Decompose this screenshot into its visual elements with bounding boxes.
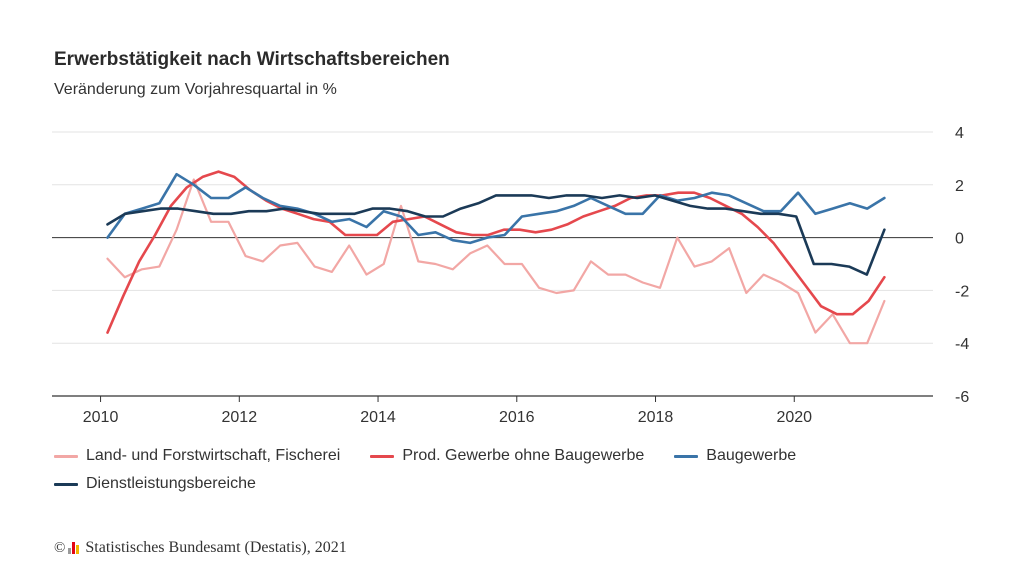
legend-swatch [54, 482, 78, 486]
y-tick-label: 4 [955, 125, 964, 142]
x-tick-label: 2016 [499, 409, 535, 426]
legend-label: Dienstleistungsbereiche [86, 475, 256, 492]
grid-lines [52, 131, 933, 344]
x-tick-label: 2018 [638, 409, 674, 426]
legend-item: Baugewerbe [674, 446, 796, 466]
source-text: Statistisches Bundesamt (Destatis), 2021 [85, 539, 347, 556]
source-note: © Statistisches Bundesamt (Destatis), 20… [54, 539, 347, 557]
legend-item: Prod. Gewerbe ohne Baugewerbe [370, 446, 644, 466]
logo-bar [72, 542, 76, 554]
x-tick-label: 2012 [222, 409, 258, 426]
line-chart: 4 2 0 -2 -4 -6 2010 2012 2014 2016 2018 2020 [52, 125, 970, 426]
y-tick-label: 0 [955, 231, 964, 248]
x-tick-label: 2014 [360, 409, 396, 426]
copyright-symbol: © [54, 539, 66, 556]
legend-label: Prod. Gewerbe ohne Baugewerbe [402, 447, 645, 464]
legend-item: Land- und Forstwirtschaft, Fischerei [54, 446, 340, 466]
chart-title: Erwerbstätigkeit nach Wirtschaftsbereich… [54, 49, 450, 70]
y-tick-label: -4 [955, 336, 969, 353]
legend: Land- und Forstwirtschaft, Fischerei Prod… [54, 446, 934, 494]
legend-swatch [674, 454, 699, 458]
y-tick-label: -2 [955, 283, 969, 300]
destatis-logo-icon [68, 542, 80, 554]
series-line-2 [106, 170, 886, 334]
series-line-1 [106, 178, 886, 345]
logo-bar [68, 548, 72, 554]
legend-swatch [54, 454, 78, 458]
legend-label: Land- und Forstwirtschaft, Fischerei [86, 447, 341, 464]
legend-item: Dienstleistungsbereiche [54, 474, 904, 494]
series-line-3 [106, 172, 886, 245]
logo-bar [76, 545, 80, 554]
legend-label: Baugewerbe [706, 447, 797, 464]
y-tick-label: -6 [955, 389, 969, 406]
y-tick-label: 2 [955, 178, 964, 195]
legend-swatch [370, 454, 395, 458]
tick-labels: 4 2 0 -2 -4 -6 2010 2012 2014 2016 2018 2020 [83, 125, 970, 426]
axes [52, 237, 933, 402]
chart-subtitle: Veränderung zum Vorjahresquartal in % [54, 81, 337, 98]
series-line-4 [106, 194, 886, 276]
series-layer [106, 170, 886, 345]
x-tick-label: 2020 [776, 409, 812, 426]
x-tick-label: 2010 [83, 409, 119, 426]
